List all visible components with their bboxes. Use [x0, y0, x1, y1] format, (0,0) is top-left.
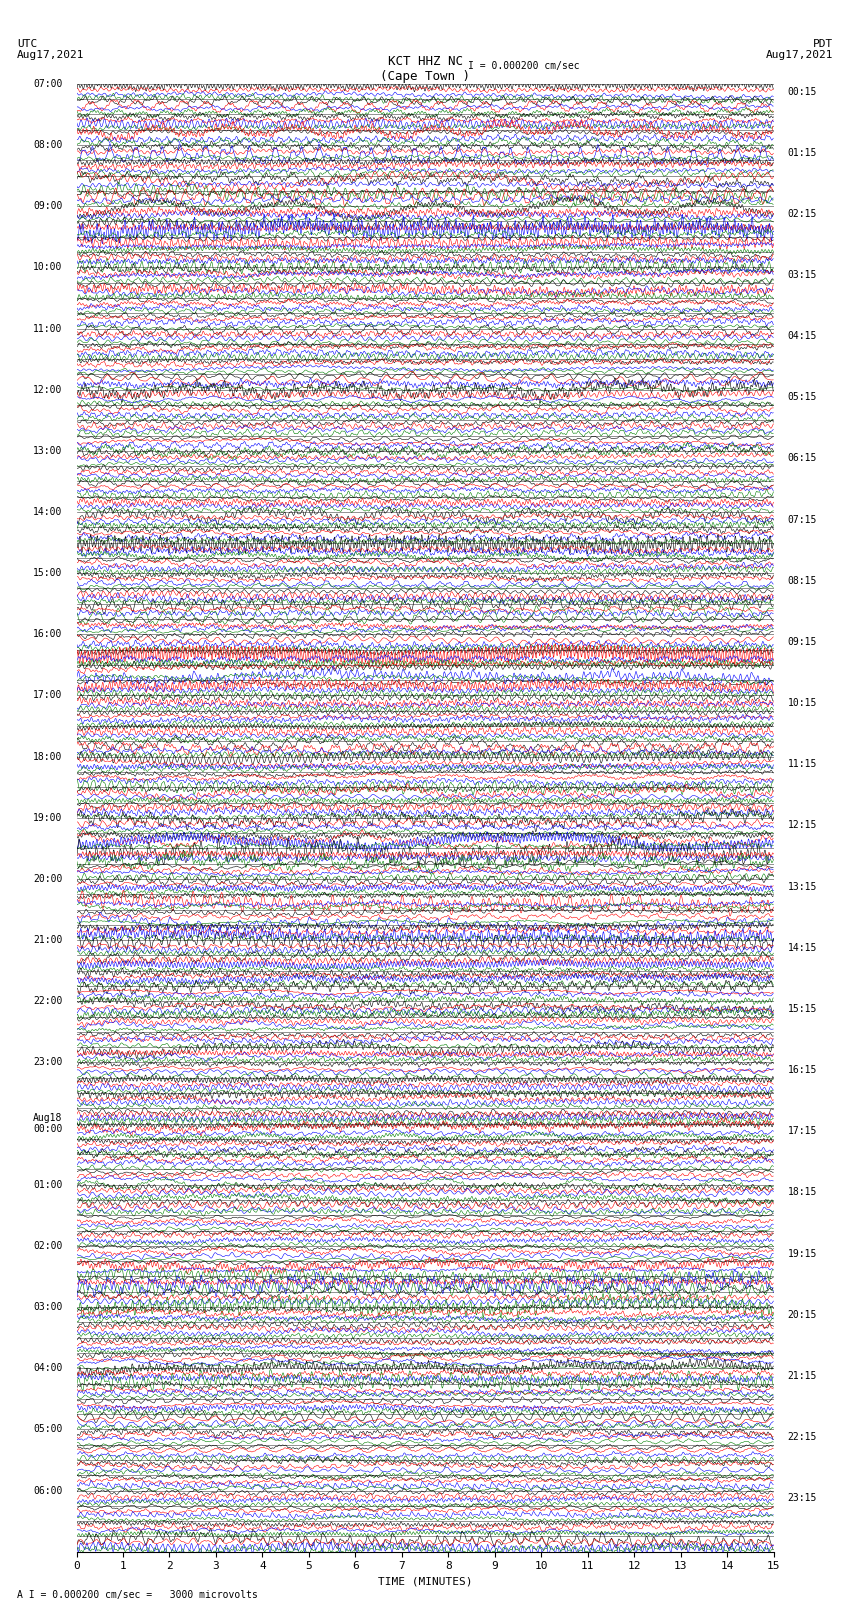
Title: KCT HHZ NC
(Cape Town ): KCT HHZ NC (Cape Town ) [380, 55, 470, 82]
Text: 01:15: 01:15 [787, 148, 817, 158]
Text: 17:15: 17:15 [787, 1126, 817, 1136]
Text: A I = 0.000200 cm/sec =   3000 microvolts: A I = 0.000200 cm/sec = 3000 microvolts [17, 1590, 258, 1600]
Text: PDT: PDT [813, 39, 833, 48]
Text: 21:15: 21:15 [787, 1371, 817, 1381]
Text: 13:00: 13:00 [33, 445, 63, 456]
Text: 07:00: 07:00 [33, 79, 63, 89]
Text: 03:00: 03:00 [33, 1302, 63, 1311]
Text: Aug17,2021: Aug17,2021 [17, 50, 84, 60]
Text: 06:00: 06:00 [33, 1486, 63, 1495]
Text: 20:00: 20:00 [33, 874, 63, 884]
Text: 12:15: 12:15 [787, 821, 817, 831]
Text: 21:00: 21:00 [33, 936, 63, 945]
Text: 14:15: 14:15 [787, 942, 817, 953]
Text: 22:15: 22:15 [787, 1432, 817, 1442]
Text: 10:00: 10:00 [33, 263, 63, 273]
Text: I = 0.000200 cm/sec: I = 0.000200 cm/sec [468, 61, 579, 71]
Text: 18:15: 18:15 [787, 1187, 817, 1197]
Text: 08:00: 08:00 [33, 140, 63, 150]
Text: 06:15: 06:15 [787, 453, 817, 463]
Text: 09:15: 09:15 [787, 637, 817, 647]
Text: 23:15: 23:15 [787, 1494, 817, 1503]
Text: 11:15: 11:15 [787, 760, 817, 769]
Text: 20:15: 20:15 [787, 1310, 817, 1319]
Text: 17:00: 17:00 [33, 690, 63, 700]
Text: 01:00: 01:00 [33, 1179, 63, 1190]
Text: 09:00: 09:00 [33, 202, 63, 211]
Text: 22:00: 22:00 [33, 997, 63, 1007]
Text: 05:15: 05:15 [787, 392, 817, 402]
Text: 05:00: 05:00 [33, 1424, 63, 1434]
Text: 11:00: 11:00 [33, 324, 63, 334]
Text: 04:00: 04:00 [33, 1363, 63, 1373]
Text: 12:00: 12:00 [33, 384, 63, 395]
Text: 00:15: 00:15 [787, 87, 817, 97]
Text: 16:00: 16:00 [33, 629, 63, 639]
Text: UTC: UTC [17, 39, 37, 48]
Text: 02:15: 02:15 [787, 208, 817, 219]
Text: 18:00: 18:00 [33, 752, 63, 761]
Text: 15:00: 15:00 [33, 568, 63, 577]
Text: 15:15: 15:15 [787, 1003, 817, 1015]
X-axis label: TIME (MINUTES): TIME (MINUTES) [377, 1578, 473, 1587]
Text: 14:00: 14:00 [33, 506, 63, 518]
Text: 23:00: 23:00 [33, 1058, 63, 1068]
Text: 08:15: 08:15 [787, 576, 817, 586]
Text: 04:15: 04:15 [787, 331, 817, 342]
Text: 02:00: 02:00 [33, 1240, 63, 1252]
Text: Aug17,2021: Aug17,2021 [766, 50, 833, 60]
Text: 16:15: 16:15 [787, 1065, 817, 1076]
Text: 07:15: 07:15 [787, 515, 817, 524]
Text: 19:15: 19:15 [787, 1248, 817, 1258]
Text: 03:15: 03:15 [787, 269, 817, 281]
Text: 10:15: 10:15 [787, 698, 817, 708]
Text: 13:15: 13:15 [787, 882, 817, 892]
Text: Aug18
00:00: Aug18 00:00 [33, 1113, 63, 1134]
Text: 19:00: 19:00 [33, 813, 63, 823]
